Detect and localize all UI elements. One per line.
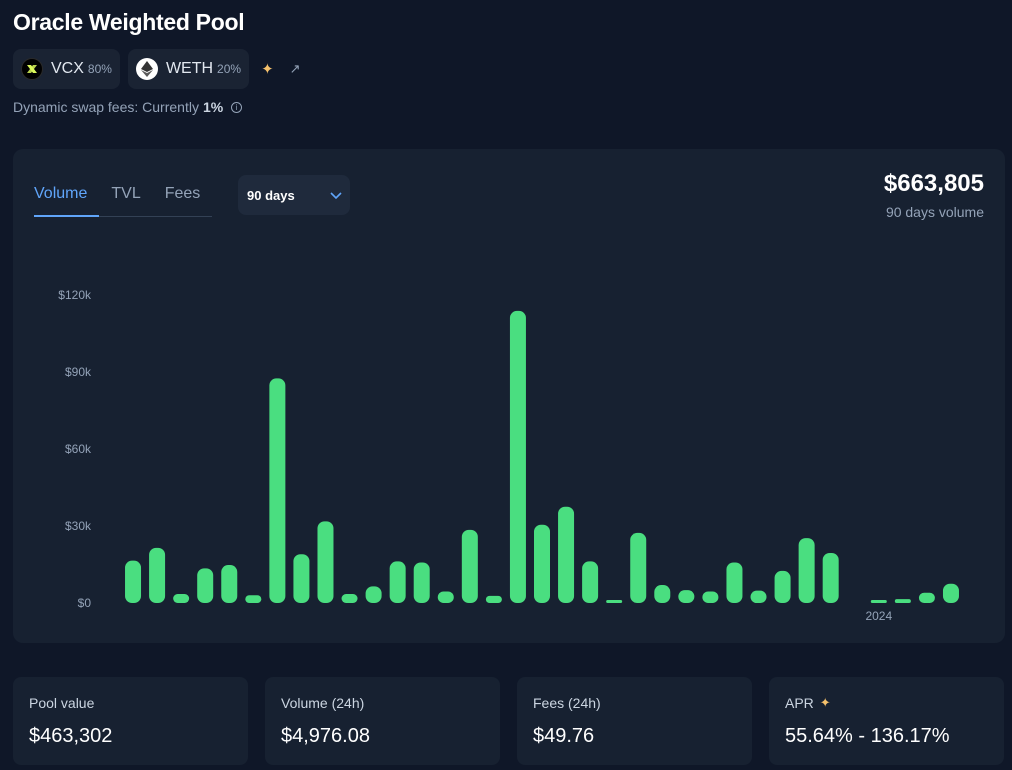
volume-bar[interactable] <box>245 595 262 603</box>
volume-bar[interactable] <box>942 583 959 603</box>
x-tick-label: 2024 <box>865 609 892 623</box>
y-tick-label: $120k <box>58 288 92 302</box>
stat-value: $463,302 <box>29 725 113 747</box>
stat-card-fees-24h: Fees (24h) $49.76 <box>517 677 752 765</box>
volume-bar[interactable] <box>293 554 310 603</box>
swap-fees-label: Dynamic swap fees: Currently <box>13 99 199 115</box>
info-icon[interactable]: i <box>231 101 243 113</box>
chart-tabs: Volume TVL Fees <box>34 173 213 217</box>
volume-bar[interactable] <box>678 590 695 603</box>
volume-bar[interactable] <box>894 599 911 603</box>
volume-bar[interactable] <box>702 591 719 603</box>
volume-bar[interactable] <box>389 561 406 603</box>
token-chip-vcx[interactable]: VCX 80% <box>13 49 120 89</box>
ethereum-token-icon <box>135 58 158 80</box>
volume-bar[interactable] <box>509 310 526 603</box>
period-select-value: 90 days <box>247 187 295 203</box>
volume-bar[interactable] <box>558 506 575 603</box>
volume-bar[interactable] <box>534 524 550 603</box>
y-tick-label: $0 <box>78 596 92 610</box>
token-chip-weth[interactable]: WETH 20% <box>127 49 250 89</box>
sparkle-icon[interactable]: ✦ <box>261 61 274 78</box>
volume-bar[interactable] <box>750 590 767 603</box>
total-volume-value: $663,805 <box>883 170 984 197</box>
token-weight: 20% <box>217 62 242 76</box>
y-tick-label: $30k <box>65 519 92 533</box>
volume-bar[interactable] <box>774 570 791 603</box>
page-title: Oracle Weighted Pool <box>13 9 245 35</box>
volume-bar[interactable] <box>125 560 142 603</box>
volume-bar[interactable] <box>798 538 815 603</box>
volume-bar[interactable] <box>221 565 238 603</box>
volume-bar[interactable] <box>197 568 214 603</box>
stat-value: 55.64% - 136.17% <box>785 725 950 747</box>
volume-bar[interactable] <box>918 592 935 603</box>
stat-card-pool-value: Pool value $463,302 <box>13 677 248 765</box>
sparkle-icon[interactable]: ✦ <box>819 695 831 710</box>
volume-bar[interactable] <box>870 600 887 603</box>
stat-card-apr: APR ✦ 55.64% - 136.17% <box>769 677 1004 765</box>
stat-value: $49.76 <box>533 725 595 747</box>
external-link-arrow-icon[interactable]: ↗ <box>289 61 301 76</box>
volume-bar[interactable] <box>485 595 502 603</box>
stat-card-volume-24h: Volume (24h) $4,976.08 <box>265 677 500 765</box>
tab-fees[interactable]: Fees <box>152 173 213 217</box>
volume-bar[interactable] <box>317 521 334 603</box>
total-volume-label: 90 days volume <box>885 204 984 220</box>
stat-label: Volume (24h) <box>281 695 365 711</box>
volume-bar[interactable] <box>413 562 430 603</box>
period-select[interactable]: 90 days <box>238 175 350 215</box>
volume-bar[interactable] <box>654 585 671 603</box>
y-tick-label: $60k <box>65 442 92 456</box>
stat-label: Fees (24h) <box>533 695 601 711</box>
volume-bar[interactable] <box>606 600 623 603</box>
volume-bar[interactable] <box>726 562 743 603</box>
swap-fees-value: 1% <box>202 99 224 115</box>
stat-value: $4,976.08 <box>281 725 370 747</box>
volume-bar[interactable] <box>365 586 382 603</box>
token-symbol: WETH <box>165 60 214 77</box>
volume-bar[interactable] <box>461 529 478 603</box>
volume-bar[interactable] <box>149 547 166 603</box>
volume-bar[interactable] <box>822 552 839 603</box>
chart-card: Volume TVL Fees 90 days $663,805 90 days… <box>13 149 1005 643</box>
token-symbol: VCX <box>51 60 84 77</box>
chevron-down-icon <box>330 188 342 203</box>
volume-bar[interactable] <box>173 594 190 603</box>
vcx-token-icon <box>21 58 43 80</box>
volume-bar[interactable] <box>582 561 599 603</box>
tab-volume[interactable]: Volume <box>34 173 100 217</box>
volume-bar[interactable] <box>341 594 358 603</box>
token-weight: 80% <box>87 62 112 76</box>
volume-bar[interactable] <box>630 532 647 603</box>
y-tick-label: $90k <box>65 365 92 379</box>
volume-bar[interactable] <box>437 591 454 603</box>
volume-bar-chart: $0 $30k $60k $90k $120k 2024 <box>58 288 959 623</box>
stat-label: APR ✦ <box>785 695 831 711</box>
stat-label: Pool value <box>29 695 95 711</box>
token-row: VCX 80% WETH 20% ✦ ↗ <box>13 49 301 89</box>
volume-bar[interactable] <box>269 378 286 603</box>
tab-tvl[interactable]: TVL <box>99 173 153 217</box>
swap-fees-line: Dynamic swap fees: Currently 1% i <box>13 99 243 115</box>
